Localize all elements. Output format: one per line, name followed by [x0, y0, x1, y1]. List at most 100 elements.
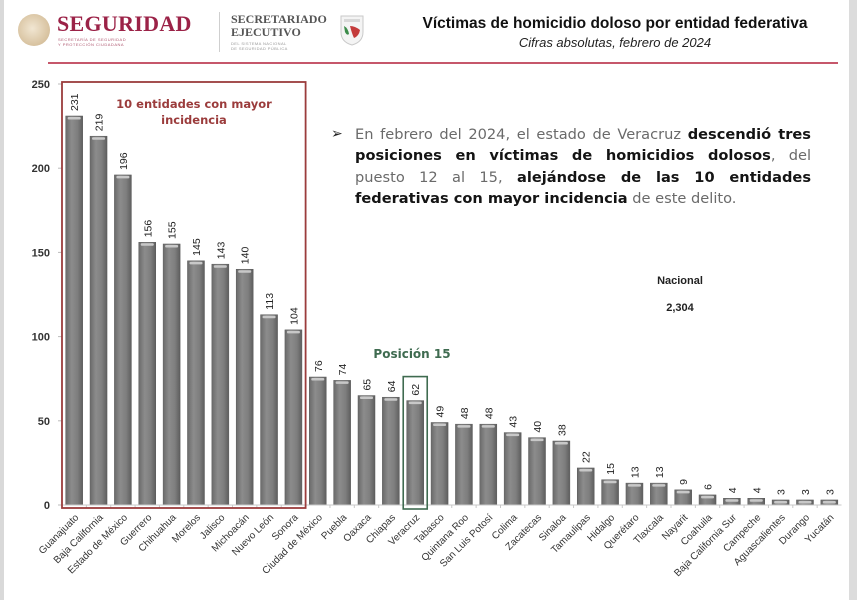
note-segment: En febrero del 2024, el estado de Veracr… — [355, 126, 688, 143]
data-label: 145 — [191, 238, 203, 256]
y-tick-label: 200 — [32, 163, 50, 175]
bar-cap-highlight — [360, 396, 373, 400]
brand-seguridad-subtitle-1: SECRETARÍA DE SEGURIDAD — [58, 37, 127, 42]
bar-cap-highlight — [165, 244, 179, 248]
brand-secretariado-subtitle-2: DE SEGURIDAD PÚBLICA — [231, 46, 288, 51]
bar-cap-highlight — [408, 401, 422, 405]
bar-cap-highlight — [506, 433, 520, 437]
brand-secretariado-line2: EJECUTIVO — [231, 25, 301, 39]
chart-subtitle: Cifras absolutas, febrero de 2024 — [518, 35, 712, 50]
bar — [455, 423, 473, 506]
data-label: 3 — [800, 489, 812, 495]
bar — [235, 268, 254, 506]
data-label: 4 — [751, 487, 763, 493]
bar-cap-highlight — [725, 499, 739, 502]
data-label: 140 — [240, 247, 252, 265]
note-segment: , del puesto 12 al 15, — [355, 147, 812, 186]
bar — [357, 395, 376, 506]
data-label: 4 — [727, 487, 739, 493]
y-tick-label: 250 — [32, 79, 50, 91]
y-tick-label: 150 — [32, 247, 50, 259]
bar-cap-highlight — [822, 500, 836, 504]
bar — [479, 423, 498, 506]
data-label: 64 — [386, 380, 398, 392]
arrow-bullet-icon: ➢ — [331, 126, 343, 142]
brand-secretariado-line1: SECRETARIADO — [231, 12, 327, 26]
bar — [528, 437, 546, 506]
data-label: 43 — [508, 416, 520, 428]
annotations: 10 entidades con mayor incidencia Posición… — [61, 81, 451, 510]
y-axis: 0 50 100 150 200 250 — [32, 79, 63, 512]
data-label: 38 — [556, 424, 568, 436]
bar-cap-highlight — [238, 270, 252, 273]
bar — [309, 376, 327, 506]
bar — [382, 396, 400, 506]
bar-cap-highlight — [457, 425, 471, 428]
data-label: 6 — [703, 484, 715, 490]
data-label: 76 — [313, 360, 325, 372]
bar-cap-highlight — [774, 500, 788, 504]
bar-cap-highlight — [262, 315, 276, 319]
data-label: 3 — [824, 489, 836, 495]
header-rule — [48, 62, 838, 64]
bar — [114, 174, 132, 506]
bar-cap-highlight — [92, 137, 106, 140]
note-segment: alejándose de las 10 entidades federativ… — [355, 168, 811, 207]
data-label: 48 — [483, 407, 495, 419]
position15-highlight-box — [402, 375, 429, 510]
bar-cap-highlight — [701, 495, 715, 499]
data-label: 156 — [142, 220, 154, 238]
bar — [138, 242, 157, 506]
brand-secretariado-subtitle-1: DEL SISTEMA NACIONAL — [231, 41, 287, 46]
bar — [65, 115, 83, 506]
bar — [430, 422, 449, 506]
y-tick-label: 100 — [32, 332, 50, 344]
chart-title: Víctimas de homicidio doloso por entidad… — [422, 15, 808, 32]
bar-cap-highlight — [286, 330, 300, 334]
data-label: 65 — [362, 379, 374, 391]
bar-cap-highlight — [554, 442, 568, 445]
brand-seguridad: SEGURIDAD — [57, 11, 192, 36]
bar-cap-highlight — [311, 378, 325, 381]
note-text: En febrero del 2024, el estado de Veracr… — [355, 124, 811, 209]
page-left-edge — [0, 0, 4, 600]
bar-cap-highlight — [335, 381, 349, 384]
top10-highlight-box — [61, 81, 307, 509]
national-total-label: Nacional — [657, 275, 703, 287]
sesnsp-shield-icon — [340, 15, 364, 46]
data-label: 9 — [678, 479, 690, 485]
data-label: 3 — [776, 489, 788, 495]
bar-cap-highlight — [116, 175, 130, 179]
bar — [406, 400, 424, 506]
bar-cap-highlight — [140, 243, 154, 246]
bar — [284, 329, 303, 506]
data-label: 13 — [654, 466, 666, 478]
bar — [211, 263, 230, 506]
bar-cap-highlight — [384, 398, 398, 401]
bar — [576, 467, 595, 506]
data-label: 219 — [94, 114, 106, 132]
bar-cap-highlight — [749, 499, 763, 502]
brand-seguridad-subtitle-2: Y PROTECCIÓN CIUDADANA — [58, 42, 125, 47]
data-label: 155 — [167, 221, 179, 239]
scrollbar-track[interactable] — [849, 0, 857, 600]
top10-annotation-line2: incidencia — [161, 113, 227, 127]
bar-cap-highlight — [530, 438, 544, 442]
data-label: 49 — [435, 406, 447, 418]
data-label: 13 — [629, 466, 641, 478]
bar-cap-highlight — [676, 490, 690, 494]
data-label: 196 — [118, 152, 130, 170]
bar-cap-highlight — [189, 261, 203, 265]
note-segment: de este delito. — [627, 189, 737, 207]
bar-cap-highlight — [652, 484, 666, 487]
bar — [162, 243, 181, 506]
top10-annotation-line1: 10 entidades con mayor — [116, 97, 272, 111]
bar-cap-highlight — [433, 423, 447, 426]
bar-cap-highlight — [481, 425, 495, 428]
bar — [601, 479, 619, 506]
bar — [552, 440, 571, 506]
data-label: 48 — [459, 407, 471, 419]
